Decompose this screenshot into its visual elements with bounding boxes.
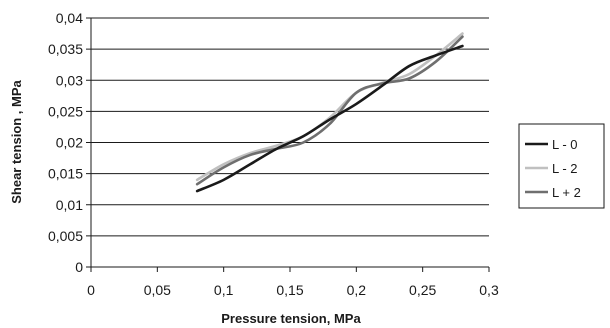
y-tick-label: 0,02 <box>56 135 83 151</box>
x-tick-label: 0,2 <box>347 282 367 298</box>
y-tick-label: 0 <box>75 259 83 275</box>
x-tick-label: 0,3 <box>479 282 499 298</box>
series-lines <box>195 32 464 193</box>
x-tick-label: 0,25 <box>409 282 436 298</box>
x-tick-label: 0,05 <box>144 282 171 298</box>
y-tick-label: 0,015 <box>48 166 83 182</box>
axes <box>86 17 490 272</box>
series-line-2 <box>195 35 464 186</box>
y-tick-label: 0,04 <box>56 10 83 26</box>
x-axis-title: Pressure tension, MPa <box>221 311 361 326</box>
y-tick-label: 0,01 <box>56 197 83 213</box>
x-tick-label: 0 <box>87 282 95 298</box>
series-line-0 <box>195 44 464 193</box>
y-axis-title: Shear tension , MPa <box>9 79 24 203</box>
x-tick-label: 0,1 <box>214 282 234 298</box>
y-tick-label: 0,025 <box>48 103 83 119</box>
legend-label: L - 0 <box>552 137 578 152</box>
legend-label: L + 2 <box>552 185 581 200</box>
legend-label: L - 2 <box>552 161 578 176</box>
y-tick-label: 0,035 <box>48 41 83 57</box>
y-tick-label: 0,03 <box>56 72 83 88</box>
legend: L - 0 L - 2 L + 2 <box>518 123 605 209</box>
legend-box <box>518 123 605 209</box>
series-line-1 <box>195 32 464 182</box>
y-tick-labels: 0 0,005 0,01 0,015 0,02 0,025 0,03 0,035 0,04 <box>48 10 83 275</box>
gridlines <box>91 17 489 237</box>
x-tick-labels: 0 0,05 0,1 0,15 0,2 0,25 0,3 <box>87 282 499 298</box>
x-tick-label: 0,15 <box>276 282 303 298</box>
y-tick-label: 0,005 <box>48 228 83 244</box>
